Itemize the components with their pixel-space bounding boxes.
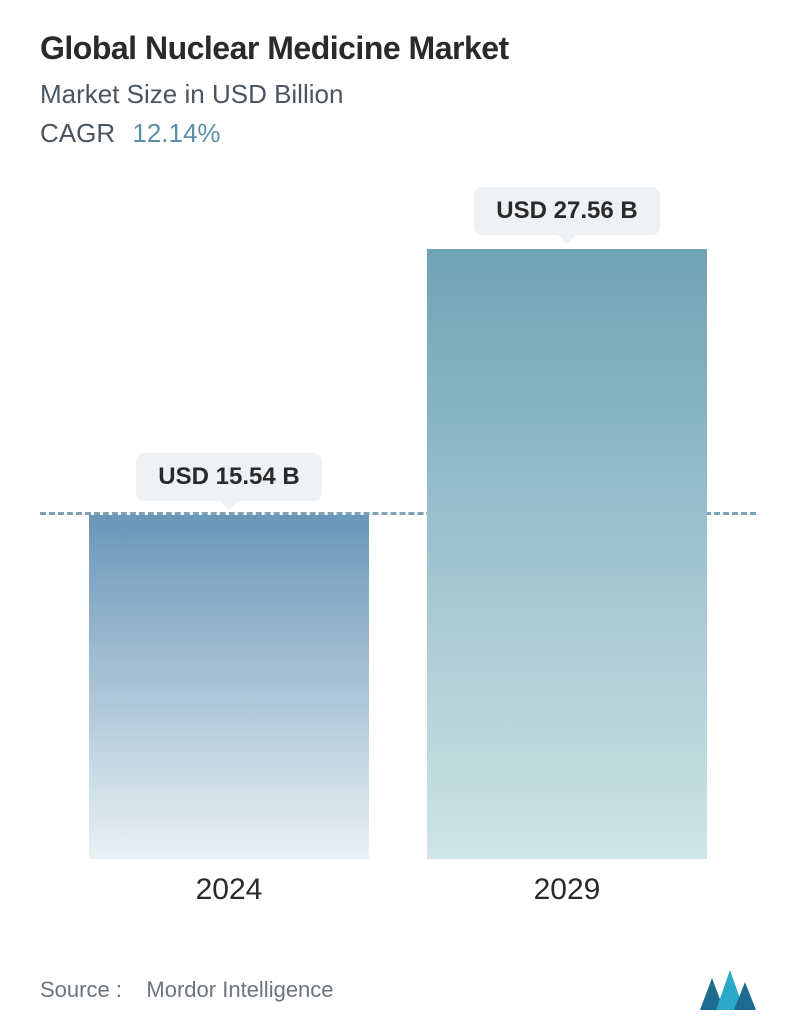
plot-region: USD 15.54 B USD 27.56 B: [40, 179, 756, 859]
cagr-label: CAGR: [40, 118, 115, 148]
cagr-row: CAGR 12.14%: [40, 118, 756, 149]
bar: [89, 515, 369, 859]
chart-container: Global Nuclear Medicine Market Market Si…: [0, 0, 796, 1034]
chart-area: USD 15.54 B USD 27.56 B 2024 2029: [40, 179, 756, 932]
chart-subtitle: Market Size in USD Billion: [40, 79, 756, 110]
brand-logo-icon: [700, 970, 756, 1010]
bar: [427, 249, 707, 859]
bar-value-label: USD 27.56 B: [474, 187, 659, 235]
chart-title: Global Nuclear Medicine Market: [40, 30, 756, 67]
x-axis-label: 2024: [89, 873, 369, 907]
x-axis-label: 2029: [427, 873, 707, 907]
bar-wrap: USD 27.56 B: [427, 179, 707, 859]
bar-wrap: USD 15.54 B: [89, 179, 369, 859]
source-name: Mordor Intelligence: [146, 977, 333, 1002]
footer: Source : Mordor Intelligence: [40, 942, 756, 1014]
x-axis: 2024 2029: [40, 859, 756, 907]
source-text: Source : Mordor Intelligence: [40, 977, 334, 1003]
cagr-value: 12.14%: [132, 118, 220, 148]
source-prefix: Source :: [40, 977, 122, 1002]
bars-group: USD 15.54 B USD 27.56 B: [40, 179, 756, 859]
bar-value-label: USD 15.54 B: [136, 453, 321, 501]
